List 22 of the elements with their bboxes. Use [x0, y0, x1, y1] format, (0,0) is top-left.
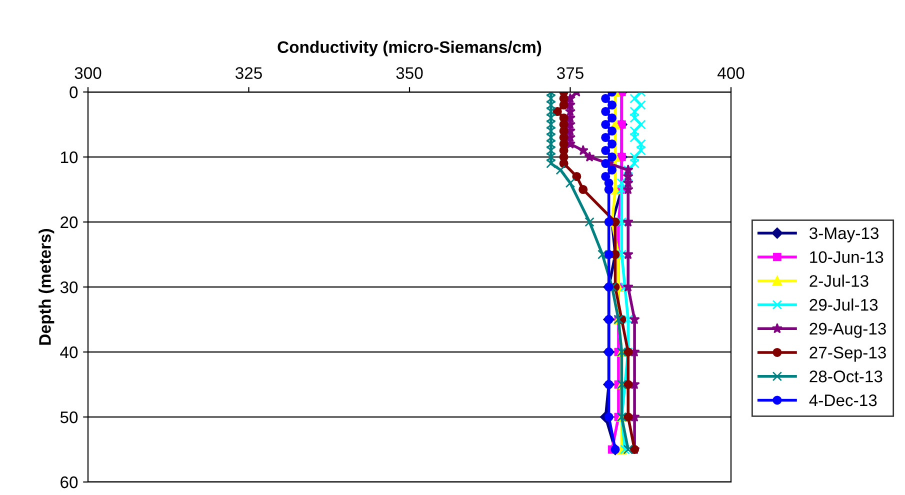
- legend-label: 27-Sep-13: [810, 346, 886, 362]
- x-tick-label: 375: [556, 67, 584, 79]
- legend-label: 3-May-13: [809, 227, 879, 242]
- y-axis-title: Depth (meters): [38, 229, 54, 345]
- y-tick-label: 20: [60, 216, 78, 228]
- y-tick-label: 10: [61, 151, 78, 164]
- x-axis-title: Conductivity (micro-Siemans/cm): [278, 40, 542, 56]
- x-tick-label: 325: [235, 67, 262, 79]
- x-tick-label: 350: [396, 67, 423, 79]
- legend-label: 29-Jul-13: [810, 298, 878, 311]
- x-tick-label: 300: [74, 67, 102, 79]
- legend-label: 10-Jun-13: [810, 251, 884, 263]
- legend-label: 4-Dec-13: [809, 394, 877, 406]
- y-tick-label: 30: [60, 281, 78, 294]
- x-tick-label: 400: [717, 67, 744, 79]
- legend-label: 2-Jul-13: [810, 274, 868, 287]
- legend-label: 28-Oct-13: [810, 370, 882, 382]
- y-tick-label: 60: [60, 476, 78, 488]
- legend-label: 29-Aug-13: [810, 322, 886, 338]
- y-tick-label: 40: [60, 346, 78, 358]
- y-tick-label: 0: [70, 86, 78, 98]
- y-tick-label: 50: [60, 411, 78, 424]
